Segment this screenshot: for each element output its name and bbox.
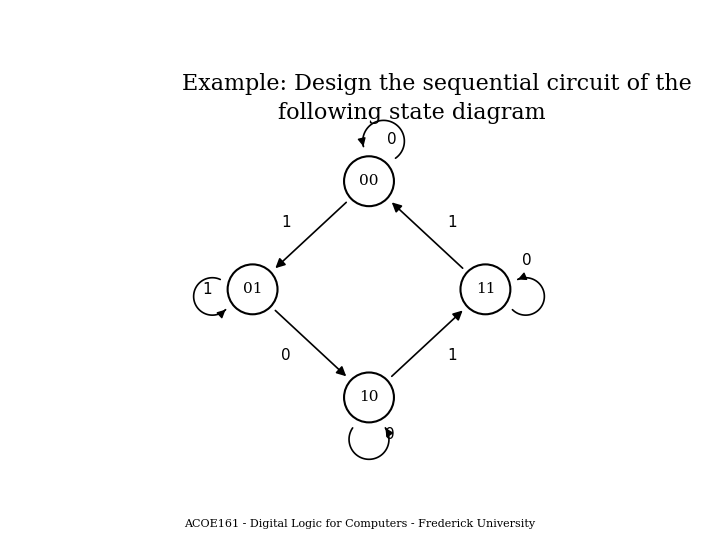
- Text: 1: 1: [281, 215, 291, 230]
- Circle shape: [461, 265, 510, 314]
- Text: 01: 01: [243, 282, 262, 296]
- Text: 00: 00: [359, 174, 379, 188]
- Text: 1: 1: [202, 282, 212, 297]
- Text: 10: 10: [359, 390, 379, 404]
- Circle shape: [344, 156, 394, 206]
- Text: ACOE161 - Digital Logic for Computers - Frederick University: ACOE161 - Digital Logic for Computers - …: [184, 519, 536, 529]
- Text: following state diagram: following state diagram: [277, 102, 545, 124]
- Text: 1: 1: [447, 215, 457, 230]
- Text: Example: Design the sequential circuit of the: Example: Design the sequential circuit o…: [182, 73, 692, 95]
- Text: 0: 0: [522, 253, 532, 268]
- Text: 11: 11: [476, 282, 495, 296]
- Text: 1: 1: [447, 348, 457, 363]
- Circle shape: [228, 265, 277, 314]
- Text: 0: 0: [387, 132, 397, 147]
- Text: 0: 0: [385, 427, 395, 442]
- Text: 0: 0: [281, 348, 291, 363]
- Circle shape: [344, 373, 394, 422]
